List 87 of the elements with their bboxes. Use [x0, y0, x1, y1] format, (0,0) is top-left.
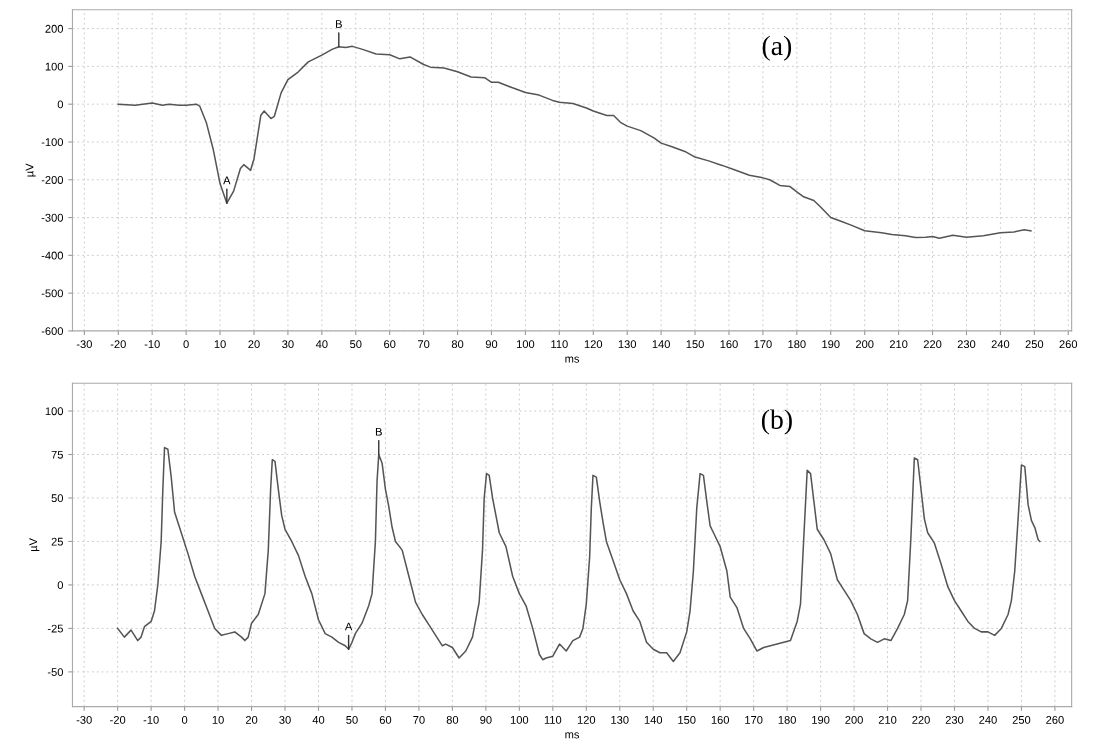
x-tick-label: 60 [384, 340, 396, 349]
x-axis-title: ms [565, 356, 580, 363]
x-tick-label: 80 [446, 715, 459, 724]
x-tick-label: -20 [110, 715, 126, 724]
y-tick-label: -400 [41, 251, 64, 260]
x-tick-label: 200 [855, 340, 874, 349]
y-tick-label: -25 [47, 624, 63, 633]
x-tick-label: 50 [350, 340, 362, 349]
x-tick-label: 130 [618, 340, 637, 349]
y-tick-label: 75 [51, 450, 63, 459]
x-tick-label: 170 [745, 715, 763, 724]
x-tick-label: 60 [379, 715, 392, 724]
x-tick-label: 30 [282, 340, 294, 349]
x-tick-label: 120 [584, 340, 603, 349]
x-tick-label: 150 [686, 340, 704, 349]
x-tick-label: 260 [1046, 715, 1064, 724]
x-tick-label: -10 [143, 715, 159, 724]
x-tick-label: -30 [76, 715, 92, 724]
x-tick-label: 160 [711, 715, 730, 724]
x-tick-label: 0 [183, 340, 189, 349]
y-tick-label: 100 [45, 407, 64, 416]
x-tick-label: 20 [248, 340, 260, 349]
x-tick-label: 110 [544, 715, 562, 724]
x-tick-label: 210 [889, 340, 908, 349]
y-tick-label: 200 [45, 24, 64, 33]
y-tick-label: -200 [41, 176, 64, 184]
x-tick-label: 210 [878, 715, 897, 724]
x-tick-label: -10 [144, 340, 160, 349]
x-tick-label: 10 [212, 715, 224, 724]
y-tick-label: 25 [51, 537, 63, 546]
x-tick-label: 0 [181, 715, 188, 724]
x-tick-label: 140 [644, 715, 663, 724]
y-tick-label: -500 [41, 289, 64, 298]
y-tick-label: 0 [57, 100, 64, 109]
x-tick-label: 140 [652, 340, 670, 349]
x-tick-label: 190 [812, 715, 830, 724]
x-tick-label: 220 [912, 715, 930, 724]
x-tick-label: 230 [957, 340, 976, 349]
y-tick-label: 100 [45, 62, 64, 71]
y-tick-label: 50 [51, 494, 64, 503]
annotation: A [344, 622, 353, 631]
x-tick-label: 70 [413, 715, 425, 724]
x-tick-label: 180 [788, 340, 806, 349]
x-tick-label: 100 [510, 715, 529, 724]
x-tick-label: 70 [418, 340, 430, 349]
x-tick-label: 260 [1059, 340, 1078, 349]
y-tick-label: -100 [41, 138, 64, 147]
x-tick-label: -30 [76, 340, 92, 349]
x-tick-label: 30 [279, 715, 291, 724]
x-tick-label: 190 [822, 340, 840, 349]
y-tick-label: 0 [57, 581, 64, 590]
x-tick-label: 180 [778, 715, 796, 724]
x-tick-label: 240 [991, 340, 1010, 349]
x-tick-label: 170 [754, 340, 772, 349]
x-axis-title: ms [565, 732, 580, 739]
x-tick-label: 230 [945, 715, 964, 724]
x-tick-label: 40 [312, 715, 325, 724]
text: (b) [761, 409, 792, 435]
x-tick-label: 250 [1025, 340, 1044, 349]
x-tick-label: 110 [551, 340, 568, 349]
x-tick-label: 150 [678, 715, 696, 724]
x-tick-label: 240 [979, 715, 997, 724]
x-tick-label: 90 [480, 715, 492, 724]
y-tick-label: -300 [41, 213, 64, 222]
x-tick-label: 250 [1012, 715, 1031, 724]
x-tick-label: 120 [577, 715, 596, 724]
x-tick-label: 160 [720, 340, 738, 349]
y-axis-title: µV [25, 163, 36, 177]
annotation: A [223, 176, 231, 185]
y-tick-label: -50 [47, 668, 64, 677]
x-tick-label: 130 [611, 715, 629, 724]
x-tick-label: 80 [451, 340, 464, 349]
x-tick-label: -20 [110, 340, 126, 349]
y-axis-title: µV [29, 538, 40, 552]
x-tick-label: 20 [245, 715, 258, 724]
x-tick-label: 200 [845, 715, 863, 724]
line-series [116, 446, 1041, 663]
x-tick-label: 100 [516, 340, 535, 349]
annotation: B [336, 20, 342, 28]
x-tick-label: 40 [315, 340, 328, 349]
x-tick-label: 10 [214, 340, 226, 349]
x-tick-label: 50 [346, 715, 358, 724]
y-tick-label: -600 [41, 327, 64, 336]
text: (a) [762, 35, 792, 61]
x-tick-label: 220 [923, 340, 942, 349]
annotation: B [375, 427, 382, 436]
x-tick-label: 90 [485, 340, 498, 349]
